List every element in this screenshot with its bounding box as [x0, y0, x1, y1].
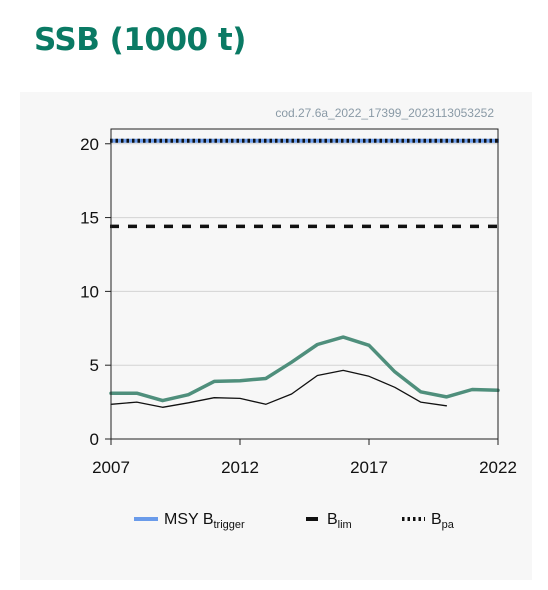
chart-title: SSB (1000 t) [34, 22, 246, 58]
secondary-series-line [110, 369, 448, 408]
ssb-chart: cod.27.6a_2022_17399_2023113053252 0 5 10 1… [80, 106, 517, 531]
data-series [109, 335, 500, 408]
plot-area-frame [110, 128, 499, 440]
y-tick-label-5: 5 [90, 356, 99, 375]
y-tick-label-10: 10 [80, 282, 99, 301]
x-tick-label-2007: 2007 [92, 458, 130, 477]
legend: MSY Btrigger Blim Bpa [134, 511, 455, 531]
legend-subscript-blim: lim [338, 519, 352, 531]
y-tick-label-0: 0 [90, 430, 99, 449]
legend-subscript-bpa: pa [442, 519, 455, 531]
ssb-series-line [109, 335, 500, 403]
legend-label-blim: Blim [327, 511, 352, 531]
x-tick-label-2012: 2012 [221, 458, 259, 477]
y-tick-label-20: 20 [80, 135, 99, 154]
legend-label-bpa: Bpa [431, 511, 455, 531]
y-tick-label-15: 15 [80, 209, 99, 228]
reference-lines [110, 138, 499, 229]
x-tick-label-2022: 2022 [479, 458, 517, 477]
legend-subscript-msy: trigger [214, 519, 246, 531]
legend-label-msy: MSY Btrigger [164, 511, 245, 531]
chart-panel: cod.27.6a_2022_17399_2023113053252 0 5 10 1… [20, 92, 532, 580]
axes: 0 5 10 15 20 2007 2012 2017 2022 [80, 135, 517, 477]
stock-id-label: cod.27.6a_2022_17399_2023113053252 [275, 106, 494, 120]
x-tick-label-2017: 2017 [350, 458, 388, 477]
